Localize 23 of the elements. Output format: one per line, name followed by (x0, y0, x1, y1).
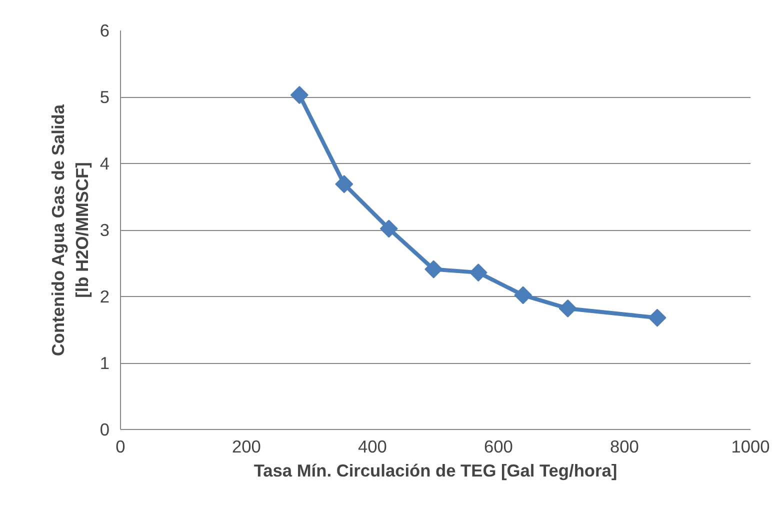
y-axis-title: Contenido Agua Gas de Salida [lb H2O/MMSCF] (48, 104, 92, 356)
x-tick-label: 400 (358, 436, 387, 456)
y-tick-label: 5 (100, 87, 110, 107)
y-tick-label: 4 (100, 154, 110, 174)
y-tick-label: 1 (100, 353, 110, 373)
y-tick-label: 0 (100, 420, 110, 440)
x-tick-label: 600 (484, 436, 513, 456)
point (514, 286, 532, 304)
y-tick-label: 2 (100, 286, 110, 306)
x-tick-label: 1000 (731, 436, 770, 456)
x-tick-label: 800 (610, 436, 639, 456)
x-tick-label: 0 (116, 436, 126, 456)
y-tick-label: 3 (100, 220, 110, 240)
point (424, 260, 443, 278)
point (335, 175, 354, 194)
point (380, 220, 398, 238)
x-tick-label: 200 (232, 436, 261, 456)
point (648, 308, 666, 327)
point (469, 264, 488, 282)
point (558, 299, 577, 318)
y-tick-label: 6 (100, 20, 110, 40)
x-axis-title: Tasa Mín. Circulación de TEG [Gal Teg/hora] (254, 460, 618, 480)
point (290, 86, 308, 104)
